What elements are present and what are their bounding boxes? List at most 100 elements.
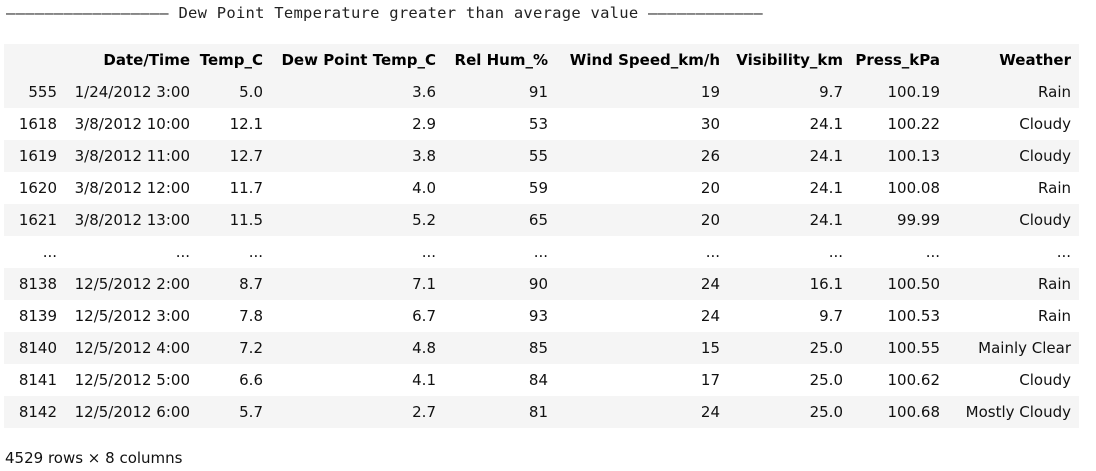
row-index-cell: 8140 bbox=[18, 339, 57, 357]
table-row: ........................... bbox=[4, 236, 1079, 268]
column-header-index bbox=[4, 44, 65, 76]
row-count-summary: 4529 rows × 8 columns bbox=[5, 449, 183, 467]
column-header-temp-c: Temp_C bbox=[199, 51, 263, 69]
cell-press-kpa: ... bbox=[925, 243, 940, 261]
cell-wind-speed: 20 bbox=[700, 211, 720, 229]
cell-dew-point-temp-c: 6.7 bbox=[412, 307, 436, 325]
column-header-visibility: Visibility_km bbox=[736, 51, 843, 69]
cell-dew-point-temp-c: ... bbox=[421, 243, 436, 261]
cell-temp-c: 11.5 bbox=[229, 211, 263, 229]
cell-temp-c: 6.6 bbox=[239, 371, 263, 389]
cell-rel-hum: 84 bbox=[528, 371, 548, 389]
cell-temp-c: 7.8 bbox=[239, 307, 263, 325]
cell-rel-hum: 85 bbox=[528, 339, 548, 357]
cell-visibility: 24.1 bbox=[809, 147, 843, 165]
cell-press-kpa: 100.62 bbox=[887, 371, 941, 389]
cell-temp-c: 11.7 bbox=[229, 179, 263, 197]
cell-temp-c: 12.1 bbox=[229, 115, 263, 133]
cell-wind-speed: 17 bbox=[700, 371, 720, 389]
output-heading: ————————————————— Dew Point Temperature … bbox=[6, 4, 763, 22]
cell-press-kpa: 100.08 bbox=[887, 179, 941, 197]
cell-rel-hum: 59 bbox=[528, 179, 548, 197]
row-index-cell: 1618 bbox=[18, 115, 57, 133]
cell-rel-hum: 91 bbox=[528, 83, 548, 101]
cell-date-time: 3/8/2012 11:00 bbox=[74, 147, 190, 165]
dataframe-table: Date/Time Temp_C Dew Point Temp_C Rel Hum_%… bbox=[4, 44, 1079, 428]
column-header-weather: Weather bbox=[999, 51, 1071, 69]
cell-wind-speed: 30 bbox=[700, 115, 720, 133]
cell-wind-speed: 24 bbox=[700, 307, 720, 325]
cell-rel-hum: 65 bbox=[528, 211, 548, 229]
row-index-cell: 8142 bbox=[18, 403, 57, 421]
table-row: 8142 12/5/2012 6:00 5.7 2.7 81 24 25.0 100.68 Mo… bbox=[4, 396, 1079, 428]
cell-weather: Mostly Cloudy bbox=[965, 403, 1071, 421]
cell-visibility: 24.1 bbox=[809, 179, 843, 197]
cell-visibility: ... bbox=[828, 243, 843, 261]
table-row: 555 1/24/2012 3:00 5.0 3.6 91 19 9.7 100.19 Rain bbox=[4, 76, 1079, 108]
cell-dew-point-temp-c: 3.8 bbox=[412, 147, 436, 165]
cell-dew-point-temp-c: 7.1 bbox=[412, 275, 436, 293]
cell-wind-speed: ... bbox=[705, 243, 720, 261]
cell-dew-point-temp-c: 3.6 bbox=[412, 83, 436, 101]
table-row: 8138 12/5/2012 2:00 8.7 7.1 90 24 16.1 100.50 Ra… bbox=[4, 268, 1079, 300]
cell-date-time: 12/5/2012 4:00 bbox=[74, 339, 190, 357]
cell-date-time: 3/8/2012 10:00 bbox=[74, 115, 190, 133]
cell-press-kpa: 100.19 bbox=[887, 83, 941, 101]
cell-visibility: 25.0 bbox=[809, 371, 843, 389]
cell-press-kpa: 100.55 bbox=[887, 339, 941, 357]
row-index-cell: 555 bbox=[28, 83, 57, 101]
cell-date-time: 3/8/2012 12:00 bbox=[74, 179, 190, 197]
cell-rel-hum: 81 bbox=[528, 403, 548, 421]
row-index-cell: 8139 bbox=[18, 307, 57, 325]
cell-date-time: 12/5/2012 6:00 bbox=[74, 403, 190, 421]
cell-wind-speed: 24 bbox=[700, 275, 720, 293]
cell-wind-speed: 19 bbox=[700, 83, 720, 101]
cell-weather: Mainly Clear bbox=[978, 339, 1071, 357]
cell-dew-point-temp-c: 2.7 bbox=[412, 403, 436, 421]
cell-press-kpa: 100.13 bbox=[887, 147, 941, 165]
column-header-press-kpa: Press_kPa bbox=[855, 51, 940, 69]
cell-temp-c: 7.2 bbox=[239, 339, 263, 357]
table-row: 8141 12/5/2012 5:00 6.6 4.1 84 17 25.0 100.62 Cl… bbox=[4, 364, 1079, 396]
cell-visibility: 9.7 bbox=[819, 83, 843, 101]
cell-visibility: 24.1 bbox=[809, 211, 843, 229]
cell-press-kpa: 99.99 bbox=[897, 211, 940, 229]
table-row: 1619 3/8/2012 11:00 12.7 3.8 55 26 24.1 100.13 C… bbox=[4, 140, 1079, 172]
cell-rel-hum: 53 bbox=[528, 115, 548, 133]
cell-press-kpa: 100.68 bbox=[887, 403, 941, 421]
row-index-cell: 8141 bbox=[18, 371, 57, 389]
row-index-cell: 1619 bbox=[18, 147, 57, 165]
table-row: 1621 3/8/2012 13:00 11.5 5.2 65 20 24.1 99.99 Cl… bbox=[4, 204, 1079, 236]
row-index-cell: ... bbox=[42, 243, 57, 261]
cell-press-kpa: 100.22 bbox=[887, 115, 941, 133]
cell-temp-c: 8.7 bbox=[239, 275, 263, 293]
cell-press-kpa: 100.50 bbox=[887, 275, 941, 293]
cell-date-time: 12/5/2012 2:00 bbox=[74, 275, 190, 293]
cell-rel-hum: 55 bbox=[528, 147, 548, 165]
cell-weather: Rain bbox=[1038, 307, 1071, 325]
cell-rel-hum: ... bbox=[533, 243, 548, 261]
column-header-wind-speed: Wind Speed_km/h bbox=[569, 51, 720, 69]
cell-temp-c: 5.0 bbox=[239, 83, 263, 101]
column-header-date-time: Date/Time bbox=[103, 51, 190, 69]
cell-weather: Rain bbox=[1038, 83, 1071, 101]
cell-dew-point-temp-c: 2.9 bbox=[412, 115, 436, 133]
cell-wind-speed: 15 bbox=[700, 339, 720, 357]
cell-visibility: 25.0 bbox=[809, 403, 843, 421]
cell-dew-point-temp-c: 4.8 bbox=[412, 339, 436, 357]
row-index-cell: 1621 bbox=[18, 211, 57, 229]
cell-dew-point-temp-c: 5.2 bbox=[412, 211, 436, 229]
table-row: 1620 3/8/2012 12:00 11.7 4.0 59 20 24.1 100.08 R… bbox=[4, 172, 1079, 204]
column-header-rel-hum: Rel Hum_% bbox=[454, 51, 548, 69]
cell-visibility: 16.1 bbox=[809, 275, 843, 293]
cell-temp-c: 5.7 bbox=[239, 403, 263, 421]
cell-wind-speed: 24 bbox=[700, 403, 720, 421]
cell-rel-hum: 90 bbox=[528, 275, 548, 293]
table-body: 555 1/24/2012 3:00 5.0 3.6 91 19 9.7 100.19 Rain… bbox=[4, 76, 1079, 428]
cell-dew-point-temp-c: 4.1 bbox=[412, 371, 436, 389]
table-row: 1618 3/8/2012 10:00 12.1 2.9 53 30 24.1 100.22 C… bbox=[4, 108, 1079, 140]
cell-weather: Rain bbox=[1038, 275, 1071, 293]
cell-weather: Rain bbox=[1038, 179, 1071, 197]
cell-visibility: 9.7 bbox=[819, 307, 843, 325]
cell-wind-speed: 20 bbox=[700, 179, 720, 197]
